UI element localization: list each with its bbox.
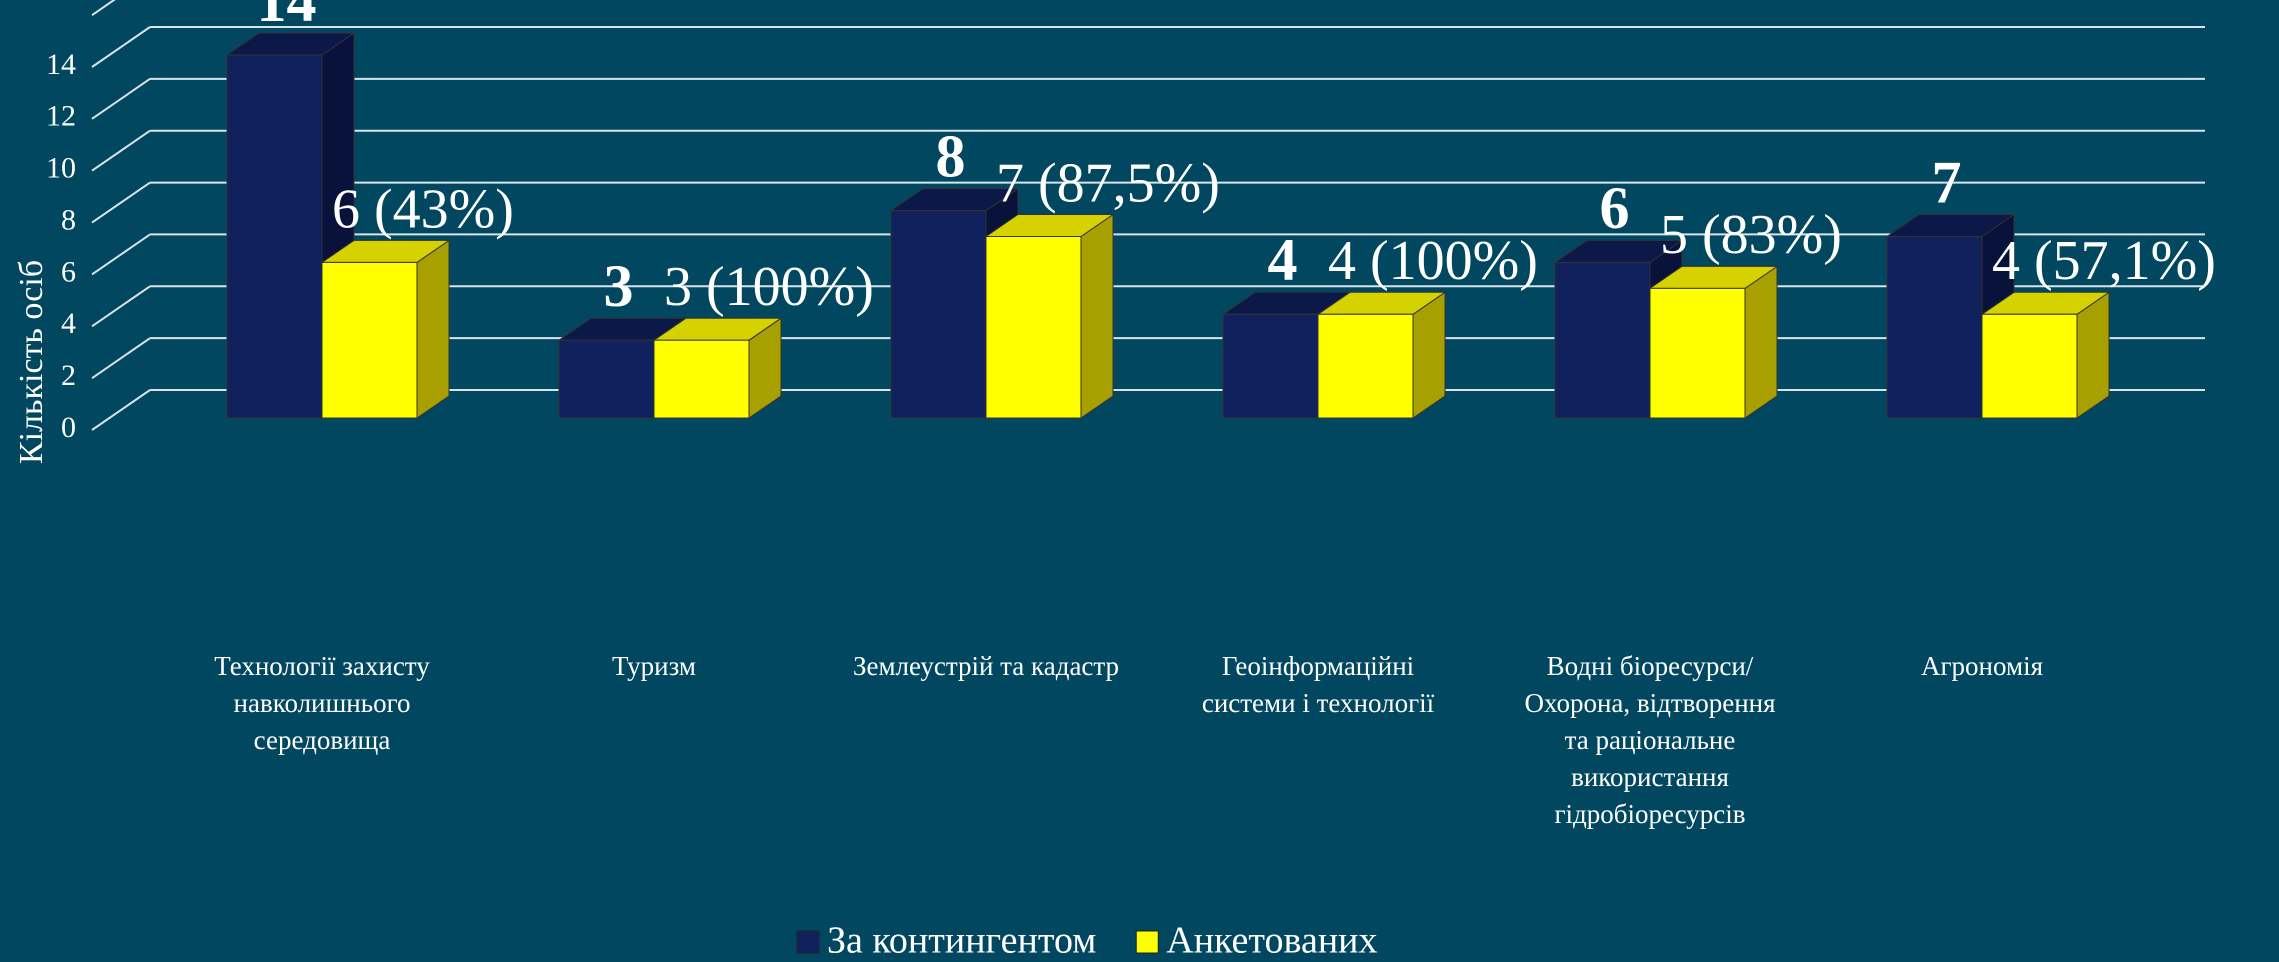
x-tick-label: Водні біоресурси/Охорона, відтворення та… xyxy=(1524,651,1776,829)
bar xyxy=(984,213,1115,419)
bar-face xyxy=(1649,287,1746,419)
y-tick-label: 14 xyxy=(46,48,76,81)
grid-line xyxy=(91,78,151,120)
y-tick-label: 8 xyxy=(61,203,76,236)
y-tick-label: 12 xyxy=(46,100,76,133)
bar-face xyxy=(653,339,750,419)
bar-face xyxy=(1080,213,1114,419)
data-label: 4 (100%) xyxy=(1328,230,1538,292)
bar-face xyxy=(226,54,323,419)
bar xyxy=(320,239,451,419)
legend-swatch xyxy=(796,930,820,954)
data-label: 7 (87,5%) xyxy=(996,152,1220,214)
grid-line xyxy=(91,26,151,68)
y-tick-label: 6 xyxy=(61,255,76,288)
data-label: 3 xyxy=(604,253,634,319)
bar xyxy=(1980,291,2111,419)
data-label: 8 xyxy=(936,123,966,189)
data-label: 3 (100%) xyxy=(664,256,874,318)
x-tick-label: Агрономія xyxy=(1920,651,2043,681)
bar xyxy=(1885,213,2016,419)
data-label: 5 (83%) xyxy=(1660,204,1842,266)
x-tick-label: Туризм xyxy=(612,651,696,681)
grid-line xyxy=(91,285,151,328)
data-label: 14 xyxy=(257,0,317,34)
data-label: 6 xyxy=(1600,175,1630,241)
y-tick-label: 10 xyxy=(46,152,76,185)
data-label: 4 (57,1%) xyxy=(1992,230,2216,292)
y-tick-label: 4 xyxy=(61,307,76,340)
y-tick-label: 2 xyxy=(61,359,76,392)
bar-face xyxy=(1222,313,1319,419)
x-tick-label: Технології захисту навколишнього середов… xyxy=(214,651,430,755)
bar-face xyxy=(416,239,450,419)
bar-face xyxy=(890,210,987,419)
y-axis-label: Кількість осіб xyxy=(13,260,50,464)
x-tick-label: Геоінформаційні системи і технології xyxy=(1201,651,1435,718)
bar-face xyxy=(321,261,418,419)
bar xyxy=(225,32,356,419)
legend-label: Анкетованих xyxy=(1166,920,1377,962)
grid-line xyxy=(91,389,151,431)
grid-line xyxy=(91,129,151,172)
bar xyxy=(1648,265,1779,419)
legend-swatch xyxy=(1135,930,1159,954)
data-label: 6 (43%) xyxy=(332,178,514,240)
bar-face xyxy=(1886,236,1983,419)
grid-line xyxy=(91,0,116,16)
grid-line xyxy=(91,337,151,379)
grid-line xyxy=(91,233,151,276)
bar-face xyxy=(1981,313,2078,419)
bar-face xyxy=(1744,265,1778,419)
bar-face xyxy=(1317,313,1414,419)
data-label: 4 xyxy=(1268,227,1298,293)
y-tick-label: 0 xyxy=(61,411,76,444)
bar-face xyxy=(985,236,1082,419)
data-label: 7 xyxy=(1932,149,1962,215)
bar xyxy=(652,317,783,419)
bar-face xyxy=(558,339,655,419)
legend-label: За контингентом xyxy=(827,920,1096,962)
bar-face xyxy=(1554,261,1651,419)
grid-line xyxy=(91,181,151,224)
bar xyxy=(1316,291,1447,419)
x-tick-label: Землеустрій та кадастр xyxy=(852,651,1120,681)
